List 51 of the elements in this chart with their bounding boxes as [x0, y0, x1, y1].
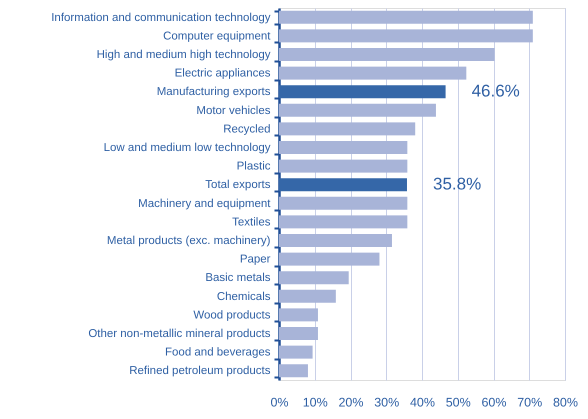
x-tick-label: 20%: [338, 396, 364, 410]
y-tick-label: Low and medium low technology: [104, 142, 271, 154]
y-tick-label: Refined petroleum products: [129, 365, 271, 378]
bar: [279, 215, 408, 228]
bar: [279, 66, 466, 80]
y-tick-label: Computer equipment: [163, 30, 272, 42]
y-tick-label: Textiles: [232, 216, 271, 228]
y-tick-label: Other non-metallic mineral products: [88, 328, 271, 340]
bar: [279, 160, 408, 173]
x-tick-label: 10%: [302, 396, 328, 410]
bar: [279, 252, 380, 266]
y-tick-label: High and medium high technology: [96, 49, 271, 61]
bar: [279, 48, 495, 62]
bar: [279, 140, 408, 154]
y-tick-label: Electric appliances: [174, 68, 271, 80]
bar: [279, 104, 436, 117]
bar: [279, 326, 318, 340]
x-tick-label: 70%: [517, 396, 542, 410]
bar: [279, 308, 318, 322]
y-tick-label: Information and communication technology: [51, 12, 271, 24]
bar: [279, 85, 446, 98]
bar: [279, 196, 408, 210]
x-tick-label: 40%: [410, 396, 436, 410]
y-tick-label: Total exports: [205, 179, 271, 192]
y-tick-label: Wood products: [193, 309, 271, 322]
bar: [279, 234, 392, 248]
x-tick-label: 30%: [374, 396, 400, 410]
bar: [279, 10, 533, 24]
x-tick-label: 0%: [270, 396, 289, 410]
x-tick-label: 60%: [481, 396, 507, 410]
bar: [279, 122, 416, 136]
data-label: 35.8%: [432, 174, 482, 194]
bar: [279, 346, 313, 359]
x-tick-label: 50%: [446, 396, 471, 410]
bar: [279, 29, 533, 42]
data-label: 46.6%: [472, 82, 520, 101]
y-tick-label: Food and beverages: [165, 346, 271, 359]
y-tick-label: Chemicals: [216, 290, 271, 303]
bar: [279, 178, 407, 192]
y-tick-label: Metal products (exc. machinery): [106, 235, 271, 247]
bar: [279, 364, 308, 378]
y-tick-label: Manufacturing exports: [156, 86, 271, 98]
bar: [279, 271, 349, 284]
y-tick-label: Motor vehicles: [196, 104, 271, 117]
y-tick-label: Plastic: [236, 160, 271, 173]
x-tick-label: 80%: [552, 396, 578, 410]
y-tick-label: Basic metals: [205, 272, 271, 284]
bar: [279, 290, 336, 303]
y-tick-label: Paper: [240, 254, 271, 266]
y-tick-label: Machinery and equipment: [138, 198, 272, 210]
y-tick-label: Recycled: [223, 123, 270, 136]
